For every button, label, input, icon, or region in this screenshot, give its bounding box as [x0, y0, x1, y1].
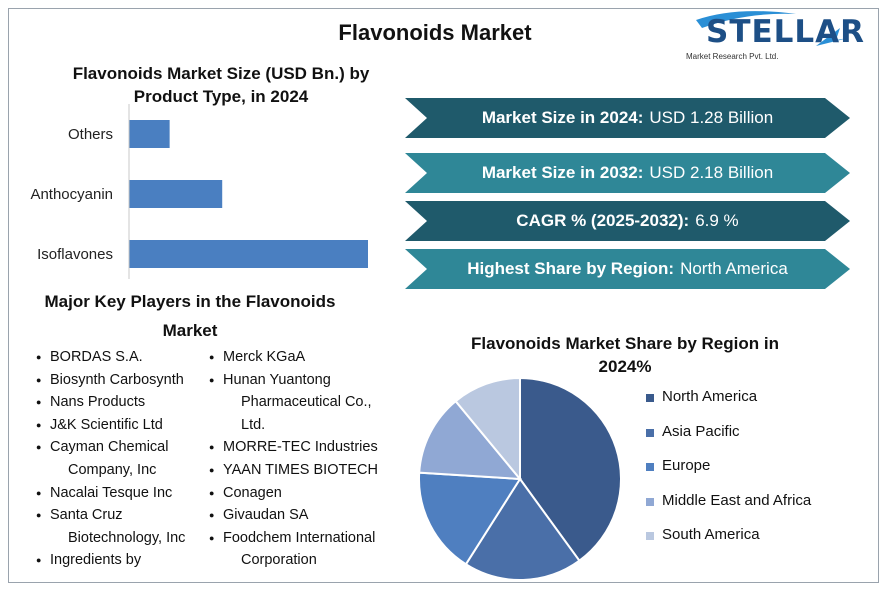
player-item: Cayman Chemical Company, Inc — [36, 436, 185, 481]
player-name: Nans Products — [50, 394, 146, 411]
bar-chart-title: Flavonoids Market Size (USD Bn.) by Prod… — [72, 64, 370, 106]
player-name: Cayman Chemical — [50, 439, 169, 456]
page-title: Flavonoids Market — [338, 20, 532, 45]
legend-label: Europe — [662, 457, 711, 474]
pie-chart — [418, 376, 622, 581]
stat-banner-value: USD 1.28 Billion — [649, 108, 774, 127]
legend-item: Middle East and Africa — [646, 492, 811, 527]
stat-banner-value: USD 2.18 Billion — [649, 163, 774, 182]
player-item: Nacalai Tesque Inc — [36, 482, 185, 505]
player-item: MORRE-TEC Industries — [209, 436, 378, 459]
player-name: Pharmaceutical Co., — [241, 394, 372, 411]
bar-chart: Others Anthocyanin Isoflavones — [30, 104, 368, 279]
player-name: YAAN TIMES BIOTECH — [223, 461, 378, 478]
stat-banner: Market Size in 2024: USD 1.28 Billion — [405, 98, 850, 138]
stat-banner: Highest Share by Region: North America — [405, 249, 850, 289]
pie-chart-title: Flavonoids Market Share by Region in 202… — [471, 334, 779, 376]
legend-swatch — [646, 463, 654, 471]
player-name: Biotechnology, Inc — [68, 529, 186, 546]
bar-category-label: Anthocyanin — [30, 186, 113, 203]
player-name: Givaudan SA — [223, 507, 309, 524]
stellar-logo: STELLAR Market Research Pvt. Ltd. — [676, 8, 864, 70]
player-name: Biosynth Carbosynth — [50, 371, 184, 388]
player-item: BORDAS S.A. — [36, 346, 185, 369]
pie-slice-europe — [418, 471, 522, 566]
player-item: Santa Cruz Biotechnology, Inc — [36, 504, 185, 549]
player-name: Santa Cruz — [50, 507, 123, 524]
bar-isoflavones — [129, 240, 368, 268]
legend-swatch — [646, 532, 654, 540]
legend-swatch — [646, 394, 654, 402]
player-name: Ltd. — [241, 416, 266, 433]
player-item: Merck KGaA — [209, 346, 378, 369]
player-item: Ingredients by — [36, 549, 185, 572]
pie-slice-south-america — [454, 376, 521, 482]
pie-slice-middle-east-and-africa — [418, 399, 523, 481]
player-name: Foodchem International — [223, 529, 376, 546]
player-item: YAAN TIMES BIOTECH — [209, 459, 378, 482]
legend-item: Asia Pacific — [646, 423, 811, 458]
legend-swatch — [646, 428, 654, 437]
player-item: Foodchem International Corporation — [209, 527, 378, 572]
player-item: Givaudan SA — [209, 504, 378, 527]
player-item: J&K Scientific Ltd — [36, 414, 185, 437]
pie-slice-asia-pacific — [464, 477, 581, 581]
player-name: Corporation — [241, 552, 317, 569]
player-name: Conagen — [223, 484, 282, 501]
player-name: Merck KGaA — [223, 349, 306, 365]
logo-brand: STELLAR — [706, 14, 866, 50]
player-name: Ingredients by — [50, 552, 142, 569]
legend-item: North America — [646, 388, 811, 423]
players-list-left: BORDAS S.A. Biosynth Carbosynth Nans Produ… — [36, 346, 185, 572]
player-name: Company, Inc — [68, 461, 157, 478]
logo-subtitle: Market Research Pvt. Ltd. — [686, 52, 779, 61]
stat-banner-label: Market Size in 2024: — [481, 108, 644, 127]
stat-banner: Market Size in 2032: USD 2.18 Billion — [405, 153, 850, 193]
pie-slice-north-america — [519, 376, 622, 563]
legend-label: South America — [662, 526, 760, 543]
player-name: Hunan Yuantong — [223, 371, 331, 388]
stat-banner: CAGR % (2025-2032): 6.9 % — [405, 201, 850, 241]
legend-label: Asia Pacific — [662, 422, 740, 440]
player-name: MORRE-TEC Industries — [223, 439, 378, 456]
player-item: Nans Products — [36, 391, 185, 414]
bar-anthocyanin — [129, 180, 223, 208]
stat-banner-label: Highest Share by Region: — [467, 259, 675, 278]
legend-item: South America — [646, 526, 811, 561]
stat-banner-value: 6.9 % — [695, 211, 739, 230]
player-name: J&K Scientific Ltd — [50, 416, 163, 433]
stat-banner-label: Market Size in 2032: — [481, 163, 644, 182]
stat-banner-label: CAGR % (2025-2032): — [516, 211, 690, 230]
key-players-title: Major Key Players in the Flavonoids Mark… — [44, 292, 336, 340]
bar-category-label: Others — [68, 126, 113, 143]
legend-swatch — [646, 497, 654, 506]
bar-others — [129, 120, 170, 148]
legend-item: Europe — [646, 457, 811, 492]
player-name: Nacalai Tesque Inc — [50, 484, 173, 501]
player-item: Hunan Yuantong Pharmaceutical Co., Ltd. — [209, 369, 378, 437]
stat-banner-value: North America — [680, 259, 788, 278]
bar-category-label: Isoflavones — [37, 246, 113, 263]
player-item: Conagen — [209, 482, 378, 505]
logo-swoosh-icon — [696, 11, 848, 46]
legend-label: North America — [662, 388, 758, 405]
legend-label: Middle East and Africa — [662, 491, 812, 509]
player-item: Biosynth Carbosynth — [36, 369, 185, 392]
players-list-right: Merck KGaA Hunan Yuantong Pharmaceutical C… — [209, 346, 378, 572]
pie-legend: North America Asia Pacific Europe Middle Ea… — [646, 388, 811, 561]
player-name: BORDAS S.A. — [50, 349, 143, 365]
